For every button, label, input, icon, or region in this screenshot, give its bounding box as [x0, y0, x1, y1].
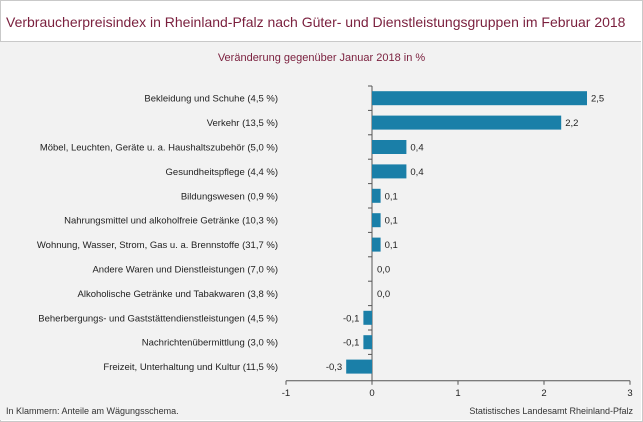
bar	[372, 164, 407, 179]
x-tick-label: 0	[369, 388, 374, 399]
data-label: 2,5	[591, 94, 604, 105]
category-label: Nahrungsmittel und alkoholfreie Getränke…	[64, 216, 278, 227]
category-label: Andere Waren und Dienstleistungen (7,0 %…	[92, 265, 278, 276]
bar	[372, 188, 381, 203]
x-tick-label: 2	[541, 388, 546, 399]
chart-subtitle: Veränderung gegenüber Januar 2018 in %	[217, 52, 426, 64]
data-label: -0,1	[343, 313, 359, 324]
data-label: 0,4	[410, 143, 423, 154]
x-tick-label: -1	[282, 388, 290, 399]
bar	[363, 310, 372, 325]
data-label: 0,0	[377, 289, 390, 300]
category-label: Beherbergungs- und Gaststättendienstleis…	[38, 313, 278, 324]
category-label: Verkehr (13,5 %)	[207, 118, 278, 129]
x-tick-label: 3	[627, 388, 632, 399]
data-label: -0,3	[326, 362, 342, 373]
bar	[363, 335, 372, 350]
footnote-source: Statistisches Landesamt Rheinland-Pfalz	[469, 406, 633, 416]
bar	[372, 213, 381, 228]
bar	[372, 140, 407, 154]
category-label: Bildungswesen (0,9 %)	[181, 191, 278, 202]
category-label: Nachrichtenübermittlung (3,0 %)	[142, 338, 278, 349]
category-label: Wohnung, Wasser, Strom, Gas u. a. Brenns…	[37, 240, 278, 251]
bar	[372, 237, 381, 252]
data-label: 0,0	[377, 265, 390, 276]
data-label: 0,4	[410, 167, 423, 178]
data-label: 0,1	[385, 191, 398, 202]
bar	[346, 359, 372, 374]
chart-title: Verbraucherpreisindex in Rheinland-Pfalz…	[6, 14, 626, 30]
data-label: 0,1	[385, 240, 398, 251]
category-label: Möbel, Leuchten, Geräte u. a. Haushaltsz…	[40, 143, 278, 154]
title-divider	[0, 41, 641, 42]
category-label: Bekleidung und Schuhe (4,5 %)	[144, 94, 278, 105]
data-label: 0,1	[385, 216, 398, 227]
footnote-weighting: In Klammern: Anteile am Wägungsschema.	[6, 406, 179, 416]
category-label: Gesundheitspflege (4,4 %)	[166, 167, 278, 178]
category-label: Alkoholische Getränke und Tabakwaren (3,…	[78, 289, 279, 300]
bar	[372, 115, 562, 130]
data-label: -0,1	[343, 338, 359, 349]
bar	[372, 91, 587, 106]
category-label: Freizeit, Unterhaltung und Kultur (11,5 …	[103, 362, 278, 373]
x-tick-label: 1	[455, 388, 460, 399]
data-label: 2,2	[565, 118, 578, 129]
